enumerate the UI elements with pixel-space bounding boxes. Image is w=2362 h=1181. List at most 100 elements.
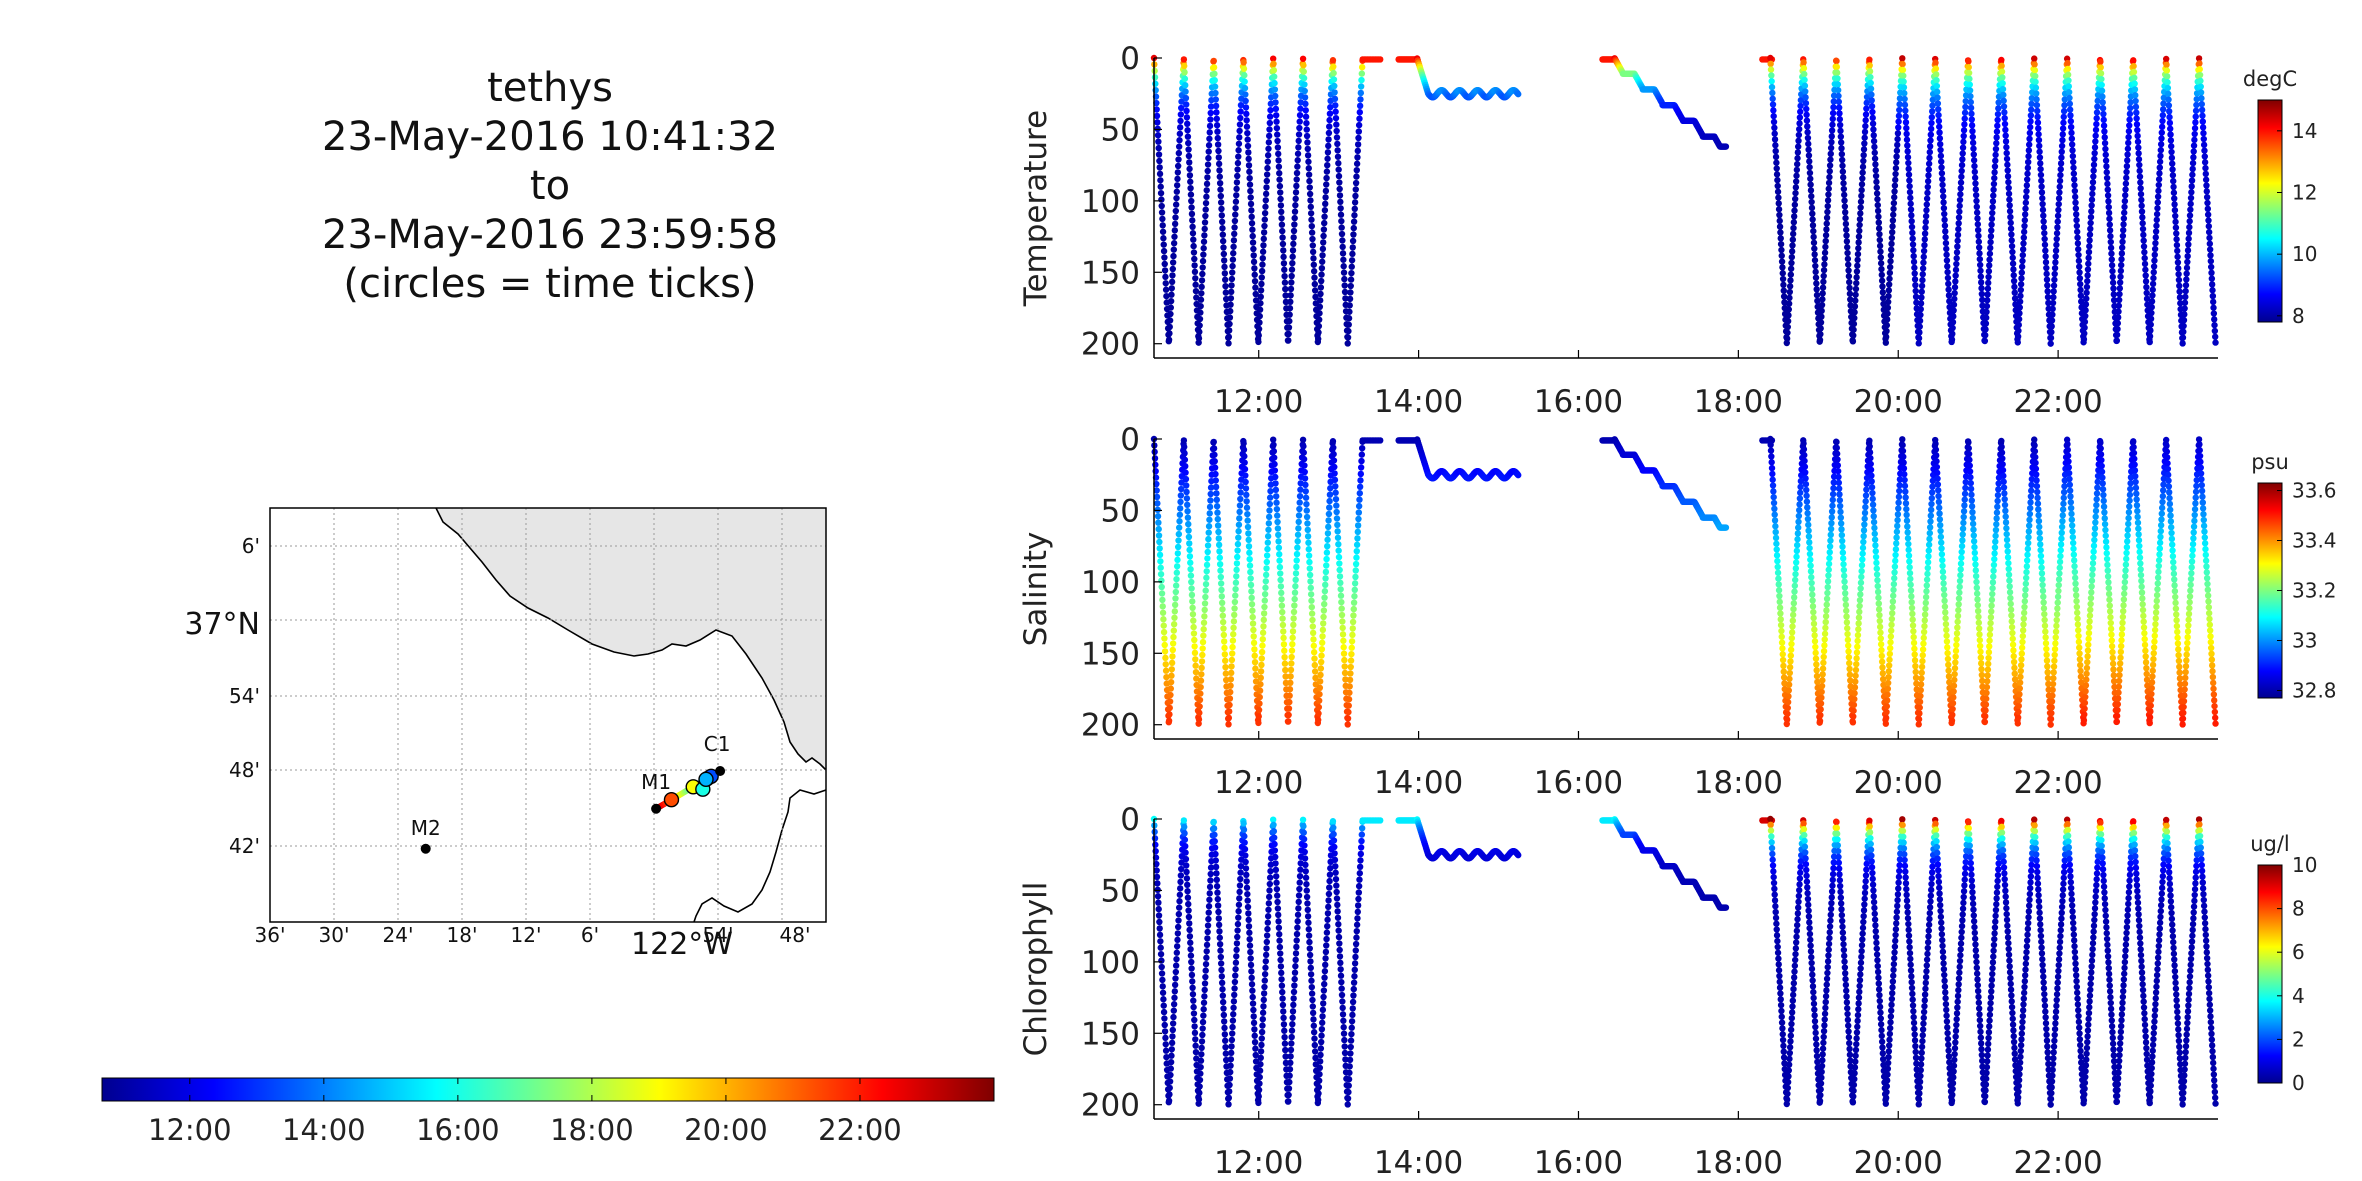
- data-point: [1175, 149, 1183, 157]
- data-point: [2065, 88, 2073, 96]
- data-point: [2099, 480, 2106, 487]
- data-point: [2000, 472, 2007, 480]
- data-point: [1308, 229, 1316, 236]
- data-point: [1307, 584, 1314, 592]
- data-point: [2000, 484, 2008, 491]
- data-point: [1158, 202, 1165, 210]
- data-point: [1802, 88, 1809, 95]
- data-point: [1925, 547, 1933, 554]
- data-point: [2083, 676, 2090, 683]
- data-point: [1833, 57, 1840, 65]
- data-point: [1182, 469, 1189, 476]
- data-point: [1275, 157, 1282, 164]
- data-point: [1153, 99, 1160, 107]
- data-point: [1791, 195, 1799, 203]
- data-point: [1211, 464, 1219, 471]
- data-point: [2009, 254, 2016, 261]
- data-point: [2092, 507, 2100, 515]
- data-point: [1891, 569, 1898, 576]
- data-point: [1792, 565, 1800, 572]
- data-point: [2148, 684, 2155, 692]
- data-point: [1170, 252, 1177, 260]
- data-point: [2050, 675, 2057, 682]
- data-point: [1203, 193, 1210, 200]
- data-point: [1227, 301, 1234, 308]
- data-point: [2139, 595, 2146, 602]
- data-point: [1154, 506, 1161, 514]
- data-point: [1355, 121, 1363, 129]
- data-point: [2064, 71, 2072, 78]
- data-point: [2082, 301, 2090, 308]
- data-point: [2199, 493, 2206, 500]
- data-point: [1836, 121, 1844, 129]
- data-point: [1895, 493, 1903, 501]
- data-point: [2022, 574, 2030, 582]
- data-point: [2100, 110, 2107, 118]
- data-point: [1185, 146, 1192, 153]
- data-point: [1878, 646, 1885, 654]
- data-point: [1206, 122, 1214, 130]
- data-point: [1282, 666, 1289, 674]
- data-point: [1896, 95, 1904, 102]
- data-point: [2125, 128, 2133, 135]
- data-point: [2072, 199, 2079, 206]
- data-point: [1230, 618, 1238, 625]
- data-point: [2081, 699, 2089, 707]
- data-point: [1841, 572, 1848, 580]
- data-point: [2106, 602, 2113, 609]
- data-point: [2143, 295, 2151, 303]
- data-point: [1922, 599, 1929, 607]
- data-point: [1836, 110, 1843, 117]
- data-point: [1824, 208, 1831, 216]
- data-point: [2031, 448, 2039, 455]
- data-point: [1868, 484, 1876, 491]
- data-point: [1355, 502, 1363, 510]
- data-point: [1198, 671, 1205, 678]
- data-point: [1195, 716, 1203, 723]
- data-point: [1171, 608, 1179, 615]
- data-point: [1345, 702, 1352, 709]
- data-point: [1158, 590, 1166, 597]
- data-point: [2103, 550, 2110, 557]
- data-point: [1271, 460, 1278, 468]
- data-point: [2018, 656, 2025, 663]
- data-point: [2025, 147, 2033, 154]
- data-point: [1230, 243, 1237, 250]
- data-point: [2143, 676, 2151, 684]
- data-point: [1942, 239, 1950, 247]
- data-point: [1903, 130, 1910, 138]
- data-point: [1975, 625, 1983, 632]
- data-point: [1251, 652, 1258, 659]
- data-point: [1818, 694, 1825, 701]
- data-point: [1333, 508, 1340, 516]
- data-point: [2202, 545, 2209, 553]
- data-point: [1830, 98, 1837, 105]
- data-point: [1172, 588, 1180, 596]
- data-point: [2007, 225, 2015, 232]
- data-point: [2089, 190, 2096, 198]
- data-point: [2003, 149, 2010, 157]
- data-point: [1336, 192, 1344, 199]
- data-point: [2005, 184, 2012, 192]
- data-point: [1777, 235, 1784, 242]
- data-point: [1862, 122, 1869, 130]
- data-point: [1889, 223, 1896, 230]
- data-point: [1788, 253, 1796, 261]
- data-point: [1218, 593, 1226, 600]
- data-point: [1803, 105, 1810, 113]
- data-point: [1834, 86, 1842, 94]
- data-point: [2154, 199, 2161, 206]
- data-point: [1972, 561, 1979, 568]
- data-point: [2211, 702, 2218, 710]
- data-point: [1219, 237, 1227, 245]
- data-point: [2174, 259, 2182, 266]
- data-point: [1175, 910, 1183, 918]
- data-point: [1900, 84, 1908, 91]
- data-point: [2055, 576, 2063, 583]
- data-point: [1231, 598, 1239, 606]
- data-point: [2084, 658, 2091, 666]
- data-point: [2093, 115, 2100, 122]
- data-point: [1292, 576, 1299, 584]
- data-point: [2123, 549, 2130, 557]
- data-point: [1249, 239, 1257, 246]
